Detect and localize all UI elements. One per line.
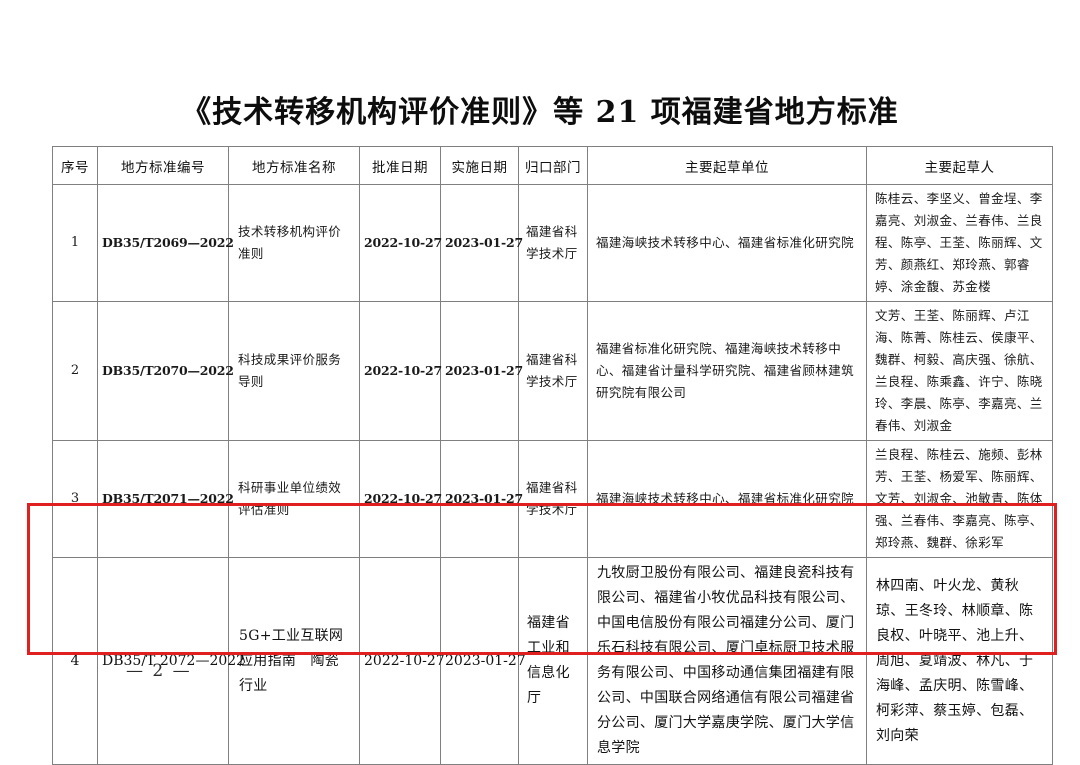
cell-code: DB35/T2070—2022 xyxy=(97,301,234,441)
table-body: 1 DB35/T2069—2022 技术转移机构评价准则 2022-10-27 … xyxy=(52,184,1053,765)
cell-approval-date: 2022-10-27 xyxy=(359,440,442,558)
cell-people: 陈桂云、李坚义、曾金埕、李嘉亮、刘淑金、兰春伟、兰良程、陈亭、王荃、陈丽辉、文芳… xyxy=(866,184,1053,302)
column-header-units: 主要起草单位 xyxy=(587,146,867,185)
table-header: 序号 地方标准编号 地方标准名称 批准日期 实施日期 归口部门 主要起草单位 主… xyxy=(52,146,1053,185)
table-row: 2 DB35/T2070—2022 科技成果评价服务导则 2022-10-27 … xyxy=(52,301,1053,441)
cell-code: DB35/T 2072—2022 xyxy=(97,557,245,765)
table-row: 3 DB35/T2071—2022 科研事业单位绩效评估准则 2022-10-2… xyxy=(52,440,1053,558)
cell-units: 福建海峡技术转移中心、福建省标准化研究院 xyxy=(587,184,867,302)
cell-department: 福建省科学技术厅 xyxy=(518,301,588,441)
column-header-implement-date: 实施日期 xyxy=(440,146,519,185)
cell-code: DB35/T2071—2022 xyxy=(97,440,234,558)
cell-name: 科研事业单位绩效评估准则 xyxy=(228,440,360,558)
column-header-approval-date: 批准日期 xyxy=(359,146,441,185)
cell-units: 福建省标准化研究院、福建海峡技术转移中心、福建省计量科学研究院、福建省顾林建筑研… xyxy=(587,301,867,441)
cell-people: 文芳、王荃、陈丽辉、卢江海、陈菁、陈桂云、侯康平、魏群、柯毅、高庆强、徐航、兰良… xyxy=(866,301,1053,441)
column-header-department: 归口部门 xyxy=(518,146,588,185)
cell-implement-date: 2023-01-27 xyxy=(440,440,523,558)
standards-table-container: 序号 地方标准编号 地方标准名称 批准日期 实施日期 归口部门 主要起草单位 主… xyxy=(52,146,1053,765)
column-header-name: 地方标准名称 xyxy=(228,146,360,185)
cell-code: DB35/T2069—2022 xyxy=(97,184,234,302)
cell-no: 4 xyxy=(52,557,98,765)
cell-name: 5G+工业互联网应用指南 陶瓷行业 xyxy=(228,557,360,765)
cell-units: 福建海峡技术转移中心、福建省标准化研究院 xyxy=(587,440,867,558)
cell-people: 兰良程、陈桂云、施频、彭林芳、王荃、杨爱军、陈丽辉、文芳、刘淑金、池敏青、陈体强… xyxy=(866,440,1053,558)
page-number: — 2 — xyxy=(126,661,192,681)
cell-department: 福建省科学技术厅 xyxy=(518,184,588,302)
cell-implement-date: 2023-01-27 xyxy=(440,184,523,302)
cell-name: 技术转移机构评价准则 xyxy=(228,184,360,302)
cell-people: 林四南、叶火龙、黄秋琼、王冬玲、林顺章、陈良权、叶晓平、池上升、周旭、夏靖波、林… xyxy=(866,557,1053,765)
cell-approval-date: 2022-10-27 xyxy=(359,557,445,765)
cell-department: 福建省工业和信息化厅 xyxy=(518,557,588,765)
cell-units: 九牧厨卫股份有限公司、福建良瓷科技有限公司、福建省小牧优品科技有限公司、中国电信… xyxy=(587,557,867,765)
cell-no: 2 xyxy=(52,301,98,441)
standards-table: 序号 地方标准编号 地方标准名称 批准日期 实施日期 归口部门 主要起草单位 主… xyxy=(52,146,1053,765)
cell-approval-date: 2022-10-27 xyxy=(359,301,442,441)
page-title: 《技术转移机构评价准则》等 21 项福建省地方标准 xyxy=(181,95,899,130)
cell-name: 科技成果评价服务导则 xyxy=(228,301,360,441)
cell-approval-date: 2022-10-27 xyxy=(359,184,442,302)
cell-implement-date: 2023-01-27 xyxy=(440,301,523,441)
cell-department: 福建省科学技术厅 xyxy=(518,440,588,558)
column-header-code: 地方标准编号 xyxy=(97,146,229,185)
cell-no: 1 xyxy=(52,184,98,302)
table-header-row: 序号 地方标准编号 地方标准名称 批准日期 实施日期 归口部门 主要起草单位 主… xyxy=(52,146,1053,185)
table-row: 1 DB35/T2069—2022 技术转移机构评价准则 2022-10-27 … xyxy=(52,184,1053,302)
table-row-highlighted: 4 DB35/T 2072—2022 5G+工业互联网应用指南 陶瓷行业 202… xyxy=(52,557,1053,765)
cell-no: 3 xyxy=(52,440,98,558)
column-header-no: 序号 xyxy=(52,146,98,185)
column-header-people: 主要起草人 xyxy=(866,146,1053,185)
cell-implement-date: 2023-01-27 xyxy=(440,557,526,765)
